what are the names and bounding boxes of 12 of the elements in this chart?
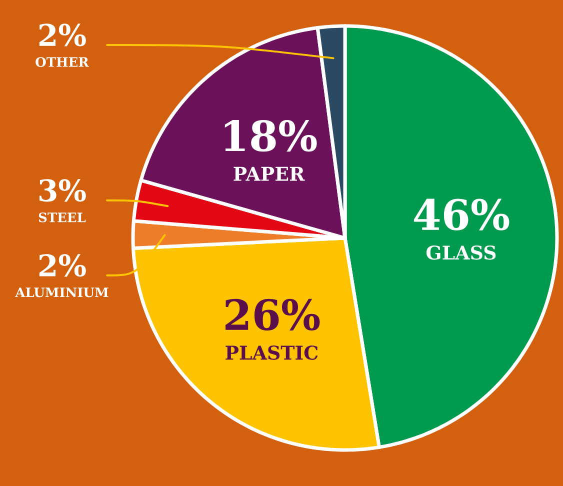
- data-label: 2%: [39, 254, 86, 277]
- data-label: 2%: [39, 24, 86, 46]
- data-label: 3%: [39, 179, 86, 202]
- data-label: 26%: [226, 298, 320, 331]
- data-label: 18%: [224, 120, 317, 152]
- slice-label: STEEL: [38, 212, 86, 222]
- data-label: 46%: [414, 198, 510, 230]
- slice-label: PAPER: [234, 166, 305, 181]
- slice-label: PLASTIC: [226, 346, 318, 360]
- slice-label: OTHER: [36, 57, 89, 67]
- slice-label: ALUMINIUM: [15, 288, 108, 298]
- slice-label: GLASS: [426, 245, 496, 260]
